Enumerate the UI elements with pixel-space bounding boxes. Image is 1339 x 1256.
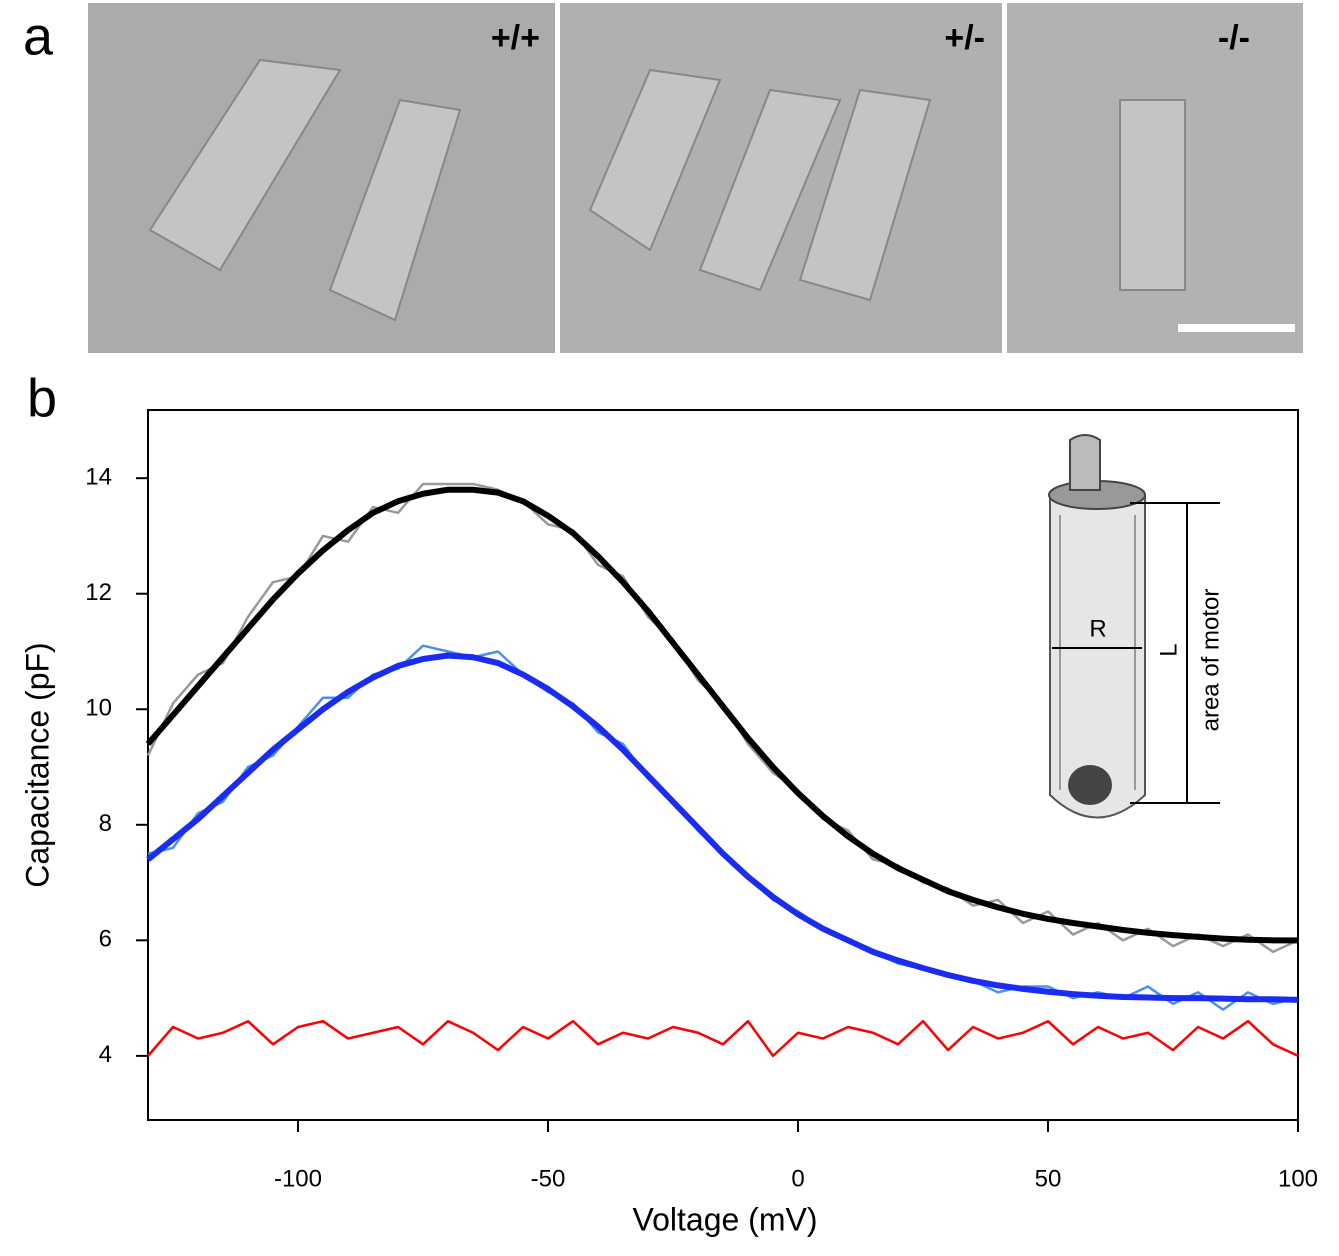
inset-label: R [1089, 615, 1106, 642]
cells [148, 58, 1186, 322]
genotype-label: -/- [1218, 19, 1250, 57]
x-tick-label: 0 [791, 1165, 804, 1192]
y-tick-label: 10 [85, 695, 112, 722]
plot-frame [147, 409, 1299, 1121]
x-tick-label: -50 [531, 1165, 566, 1192]
inset-label: area of motor [1197, 589, 1224, 732]
genotype-label: +/- [944, 19, 985, 57]
inset-label: L [1155, 643, 1182, 656]
y-axis-title: Capacitance (pF) [19, 642, 55, 887]
x-axis-title: Voltage (mV) [633, 1201, 818, 1237]
series-line [146, 652, 1299, 1003]
y-tick-label: 4 [99, 1041, 112, 1068]
series-line [145, 486, 1298, 944]
panel-label: b [27, 368, 57, 428]
y-tick-label: 8 [99, 810, 112, 837]
y-tick-label: 12 [85, 579, 112, 606]
micrographs [88, 3, 1303, 353]
panel-label: a [23, 6, 54, 66]
inset-diagram [1048, 434, 1220, 819]
x-tick-label: -100 [274, 1165, 322, 1192]
y-tick-label: 14 [85, 464, 112, 491]
x-tick-label: 100 [1278, 1165, 1318, 1192]
x-tick-label: 50 [1035, 1165, 1062, 1192]
series-line [147, 1019, 1299, 1058]
photo [88, 3, 555, 353]
genotype-label: +/+ [491, 19, 540, 57]
y-tick-label: 6 [99, 926, 112, 953]
